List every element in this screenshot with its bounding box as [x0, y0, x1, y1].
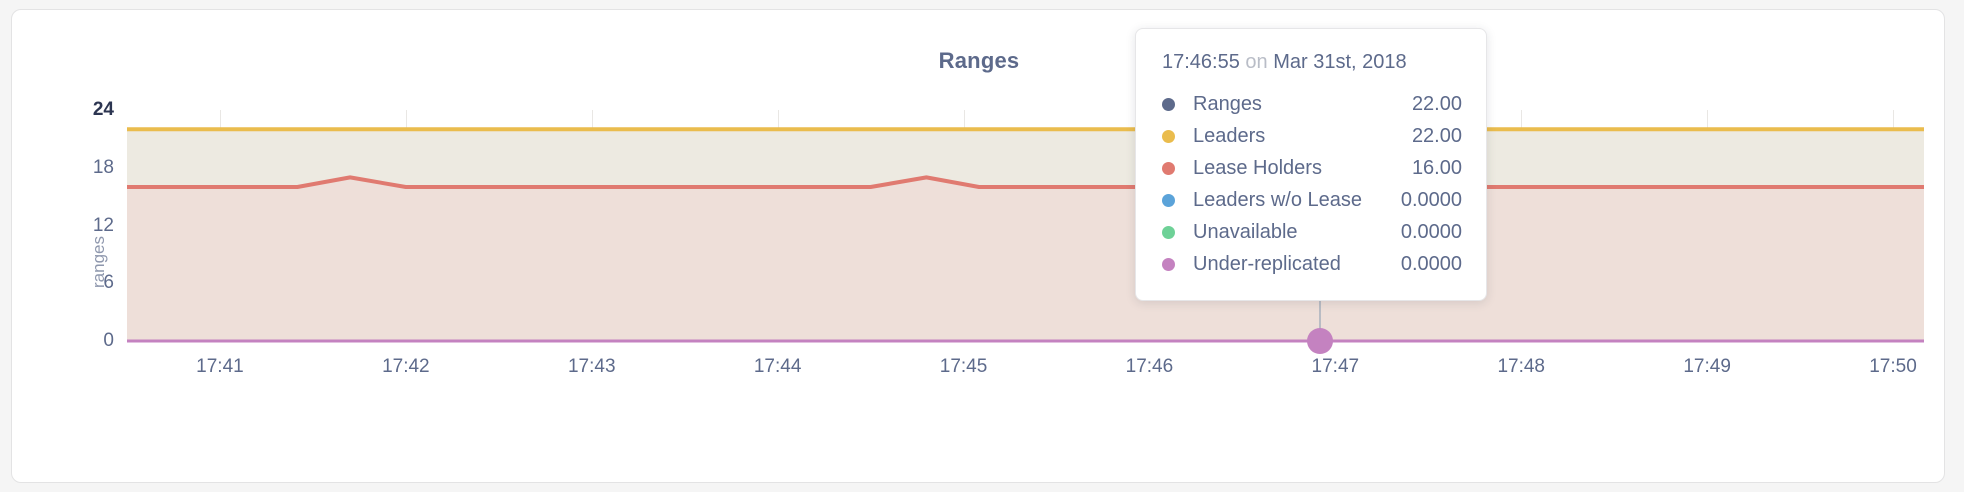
- hover-tooltip: 17:46:55 on Mar 31st, 2018 Ranges 22.00 Le…: [1135, 28, 1487, 301]
- series-line: [127, 175, 1924, 189]
- tooltip-series-value: 22.00: [1411, 124, 1462, 147]
- tooltip-series-label: Leaders: [1193, 124, 1266, 147]
- plot-area[interactable]: ranges 0 6 12 18 24 17:41 17:42 17:43 17:44 17:4…: [89, 98, 1924, 377]
- tooltip-header: 17:46:55 on Mar 31st, 2018: [1162, 51, 1462, 74]
- y-tick-label: 18: [92, 156, 114, 178]
- x-tick-label: 17:42: [382, 356, 430, 377]
- tooltip-rows: Ranges 22.00 Leaders 22.00 Lease Holders 16.0…: [1162, 88, 1462, 280]
- tooltip-series-value: 0.0000: [1400, 252, 1462, 275]
- x-tick-label: 17:45: [939, 356, 988, 377]
- x-tick-label: 17:46: [1125, 356, 1174, 377]
- tooltip-row: Leaders 22.00: [1162, 120, 1462, 152]
- x-tick-label: 17:47: [1311, 356, 1360, 377]
- page-title: Ranges: [938, 48, 1020, 73]
- x-tick-label: 17:44: [753, 356, 802, 377]
- tooltip-series-value: 0.0000: [1400, 220, 1462, 243]
- y-tick-label: 12: [92, 214, 114, 236]
- tooltip-time: 17:46:55: [1162, 51, 1240, 73]
- tooltip-series-label: Lease Holders: [1193, 156, 1322, 179]
- x-tick-label: 17:43: [567, 356, 616, 377]
- series-color-dot-icon: [1162, 225, 1175, 239]
- series-color-dot-icon: [1162, 193, 1175, 207]
- tooltip-date: Mar 31st, 2018: [1273, 51, 1407, 73]
- tooltip-series-label: Ranges: [1193, 92, 1262, 115]
- series-color-dot-icon: [1162, 129, 1175, 143]
- series-color-dot-icon: [1162, 97, 1175, 111]
- tooltip-row: Lease Holders 16.00: [1162, 152, 1462, 184]
- y-tick-label: 0: [103, 330, 114, 351]
- series-color-dot-icon: [1162, 161, 1175, 175]
- x-tick-label: 17:50: [1869, 356, 1917, 377]
- series-color-dot-icon: [1162, 257, 1175, 271]
- tooltip-row: Leaders w/o Lease 0.0000: [1162, 184, 1462, 216]
- tooltip-on-word: on: [1245, 51, 1268, 73]
- series-area: [127, 177, 1924, 341]
- tooltip-row: Ranges 22.00: [1162, 88, 1462, 120]
- tooltip-series-value: 0.0000: [1400, 188, 1462, 211]
- series-layer: [127, 127, 1924, 343]
- chart-card: Ranges ranges 0 6 12 18 24 17:41 17:42 17:43 17…: [11, 9, 1945, 483]
- y-tick-label: 24: [92, 99, 114, 120]
- x-tick-label: 17:48: [1497, 356, 1545, 377]
- hover-marker: [1306, 328, 1333, 354]
- tooltip-row: Unavailable 0.0000: [1162, 216, 1462, 248]
- tooltip-series-label: Leaders w/o Lease: [1193, 188, 1363, 211]
- tooltip-series-value: 16.00: [1411, 156, 1462, 179]
- x-tick-label: 17:49: [1683, 356, 1731, 377]
- tooltip-row: Under-replicated 0.0000: [1162, 248, 1462, 280]
- y-tick-label: 6: [103, 272, 114, 294]
- tooltip-series-value: 22.00: [1411, 92, 1462, 115]
- tooltip-series-label: Unavailable: [1193, 220, 1298, 243]
- axis-area: ranges 0 6 12 18 24 17:41 17:42 17:43 17:44 17:4…: [89, 98, 1924, 377]
- tooltip-series-label: Under-replicated: [1193, 252, 1341, 275]
- x-tick-label: 17:41: [196, 356, 244, 377]
